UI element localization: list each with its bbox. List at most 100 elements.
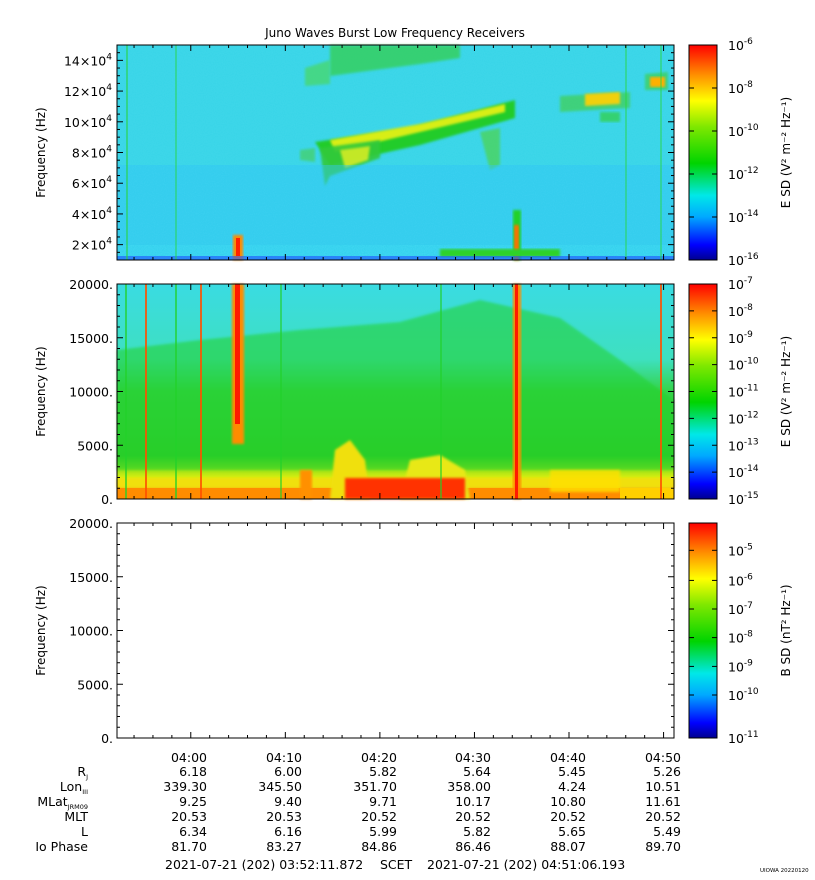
time-tick-label: 04:30 [455, 750, 491, 765]
ephemeris-row-label: RJ [77, 764, 88, 781]
ephemeris-value: 81.70 [171, 839, 207, 854]
ephemeris-value: 6.00 [274, 764, 302, 779]
ephemeris-value: 20.52 [645, 809, 681, 824]
ephemeris-value: 5.49 [653, 824, 681, 839]
colorbar-tick-label: 10-14 [728, 209, 759, 225]
ephemeris-value: 20.52 [361, 809, 397, 824]
watermark: UIOWA 20220120 [760, 868, 809, 874]
ephemeris-value: 351.70 [353, 779, 397, 794]
y-tick-label: 8×104 [72, 145, 112, 161]
y-tick-label: 0. [101, 492, 113, 507]
colorbar-tick-label: 10-11 [728, 730, 759, 746]
colorbar-tick-label: 10-8 [728, 303, 753, 319]
colorbar-tick-label: 10-6 [728, 37, 753, 53]
ephemeris-value: 5.82 [369, 764, 397, 779]
ephemeris-value: 5.26 [653, 764, 681, 779]
ephemeris-value: 86.46 [455, 839, 491, 854]
y-tick-label: 12×104 [64, 83, 112, 99]
ephemeris-value: 20.52 [455, 809, 491, 824]
ephemeris-value: 10.80 [550, 794, 586, 809]
ephemeris-value: 83.27 [266, 839, 302, 854]
ephemeris-row-label: MLatJRM09 [37, 794, 88, 811]
panel-1-colorbar [688, 44, 718, 261]
ephemeris-value: 6.34 [179, 824, 207, 839]
colorbar-tick-label: 10-9 [728, 330, 753, 346]
ephemeris-value: 9.71 [369, 794, 397, 809]
ephemeris-value: 5.64 [463, 764, 491, 779]
colorbar-tick-label: 10-14 [728, 464, 759, 480]
ephemeris-value: 6.16 [274, 824, 302, 839]
ephemeris-value: 9.40 [274, 794, 302, 809]
y-tick-label: 20000. [69, 277, 113, 292]
colorbar-tick-label: 10-12 [728, 410, 759, 426]
ephemeris-value: 20.53 [171, 809, 207, 824]
y-tick-label: 10000. [69, 624, 113, 639]
ephemeris-value: 345.50 [258, 779, 302, 794]
ephemeris-value: 339.30 [163, 779, 207, 794]
colorbar-tick-label: 10-11 [728, 384, 759, 400]
time-tick-label: 04:20 [361, 750, 397, 765]
ephemeris-value: 11.61 [645, 794, 681, 809]
colorbar-tick-label: 10-7 [728, 601, 753, 617]
ephemeris-row-label: Io Phase [35, 839, 88, 854]
ephemeris-value: 5.45 [558, 764, 586, 779]
y-tick-label: 14×104 [64, 52, 112, 68]
colorbar-tick-label: 10-10 [728, 123, 759, 139]
y-tick-label: 4×104 [72, 206, 112, 222]
colorbar-tick-label: 10-7 [728, 276, 753, 292]
ephemeris-value: 5.99 [369, 824, 397, 839]
y-tick-label: 10×104 [64, 114, 112, 130]
colorbar-tick-label: 10-10 [728, 357, 759, 373]
panel-2-ylabel: Frequency (Hz) [34, 346, 48, 437]
ephemeris-value: 358.00 [447, 779, 491, 794]
ephemeris-value: 84.86 [361, 839, 397, 854]
ephemeris-value: 20.52 [550, 809, 586, 824]
panel-3-background [116, 522, 675, 739]
y-tick-label: 5000. [77, 677, 113, 692]
colorbar-tick-label: 10-6 [728, 572, 753, 588]
ephemeris-value: 10.51 [645, 779, 681, 794]
colorbar-tick-label: 10-9 [728, 658, 753, 674]
colorbar-tick-label: 10-16 [728, 252, 759, 268]
ephemeris-value: 5.82 [463, 824, 491, 839]
ephemeris-value: 4.24 [558, 779, 586, 794]
ephemeris-value: 6.18 [179, 764, 207, 779]
ephemeris-value: 10.17 [455, 794, 491, 809]
axes-layer: Frequency (Hz) E SD (V² m⁻² Hz⁻¹) 2×104 4×1… [34, 37, 793, 746]
panel-3-colorbar [688, 522, 718, 739]
footer-end-time: 2021-07-21 (202) 04:51:06.193 [427, 857, 625, 872]
y-tick-label: 0. [101, 731, 113, 746]
colorbar-tick-label: 10-12 [728, 166, 759, 182]
ephemeris-value: 5.65 [558, 824, 586, 839]
y-tick-label: 6×104 [72, 175, 112, 191]
panel-3-ylabel: Frequency (Hz) [34, 585, 48, 676]
panel-1-ylabel: Frequency (Hz) [34, 107, 48, 198]
ephemeris-row-label: LonIII [60, 779, 88, 796]
panel-3-colorbar-label: B SD (nT² Hz⁻¹) [779, 584, 793, 676]
panel-2-colorbar-label: E SD (V² m⁻² Hz⁻¹) [779, 336, 793, 447]
ephemeris-value: 20.53 [266, 809, 302, 824]
panel-2-emissions [117, 284, 674, 499]
time-tick-label: 04:00 [171, 750, 207, 765]
panel-1 [116, 44, 675, 261]
colorbar-tick-label: 10-13 [728, 437, 759, 453]
y-tick-label: 15000. [69, 331, 113, 346]
colorbar-tick-label: 10-10 [728, 687, 759, 703]
panel-1-emissions [117, 45, 674, 260]
colorbar-tick-label: 10-15 [728, 491, 759, 507]
time-tick-label: 04:10 [266, 750, 302, 765]
panel-3 [116, 522, 675, 739]
y-tick-label: 20000. [69, 516, 113, 531]
figure-title: Juno Waves Burst Low Frequency Receivers [264, 26, 525, 40]
colorbar-tick-label: 10-8 [728, 80, 753, 96]
colorbar-tick-label: 10-8 [728, 630, 753, 646]
ephemeris-row-label: L [81, 824, 88, 839]
y-tick-label: 15000. [69, 570, 113, 585]
time-tick-label: 04:50 [645, 750, 681, 765]
ephemeris-value: 89.70 [645, 839, 681, 854]
footer-scet-label: SCET [380, 857, 413, 872]
time-tick-label: 04:40 [550, 750, 586, 765]
colorbar-tick-label: 10-5 [728, 542, 753, 558]
